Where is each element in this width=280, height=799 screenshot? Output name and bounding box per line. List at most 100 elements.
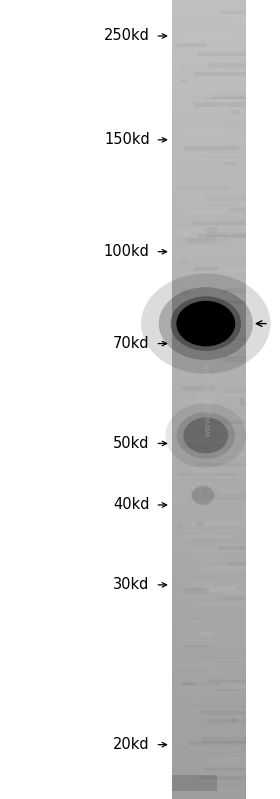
Bar [172, 443, 246, 447]
Bar [172, 224, 246, 228]
Bar [195, 562, 211, 565]
Bar [172, 447, 246, 451]
Bar [190, 521, 246, 525]
Bar [183, 588, 209, 593]
Bar [172, 200, 246, 204]
Bar [172, 32, 246, 36]
Bar [226, 562, 246, 566]
Bar [172, 579, 246, 583]
Bar [172, 451, 246, 455]
Bar [172, 320, 246, 324]
Bar [172, 56, 246, 60]
Bar [192, 467, 246, 471]
Bar [206, 719, 246, 723]
Bar [177, 187, 206, 189]
Bar [172, 280, 246, 284]
Bar [172, 104, 246, 108]
Bar [212, 300, 246, 303]
Bar [196, 715, 199, 718]
Bar [172, 144, 246, 148]
Bar [172, 64, 246, 68]
Bar [172, 68, 246, 72]
Bar [205, 587, 236, 591]
Bar [172, 599, 246, 603]
Bar [219, 420, 246, 423]
Bar [172, 423, 246, 427]
Bar [183, 535, 232, 538]
Bar [192, 471, 215, 475]
Bar [172, 232, 246, 236]
Bar [172, 627, 246, 631]
Bar [172, 172, 246, 176]
Bar [172, 735, 246, 739]
Bar [172, 727, 246, 731]
Bar [174, 765, 190, 767]
Bar [184, 327, 226, 329]
Bar [172, 647, 246, 651]
Bar [206, 221, 211, 228]
Bar [183, 682, 194, 685]
Bar [173, 230, 188, 237]
Bar [231, 575, 243, 580]
Bar [172, 747, 246, 751]
Bar [180, 289, 190, 295]
Bar [172, 196, 246, 200]
Bar [174, 44, 234, 49]
Bar [175, 42, 207, 47]
Bar [222, 597, 246, 600]
Bar [172, 583, 246, 587]
Bar [185, 646, 213, 647]
Bar [206, 350, 246, 354]
Bar [172, 368, 246, 372]
Bar [172, 8, 246, 12]
Bar [172, 699, 246, 703]
Bar [207, 584, 239, 589]
Bar [172, 20, 246, 24]
Bar [209, 679, 246, 683]
Bar [172, 530, 176, 535]
Bar [172, 435, 246, 439]
Bar [186, 300, 213, 305]
Bar [172, 72, 246, 76]
Text: 30kd: 30kd [113, 578, 150, 592]
Bar [186, 284, 231, 289]
Bar [172, 352, 246, 356]
Bar [172, 220, 246, 224]
Bar [175, 566, 195, 571]
Bar [208, 387, 246, 392]
Bar [172, 272, 246, 276]
Bar [172, 396, 246, 400]
Bar [172, 695, 246, 699]
Bar [194, 332, 200, 338]
Bar [187, 233, 196, 236]
Bar [172, 240, 246, 244]
Bar [172, 623, 246, 627]
Bar [181, 386, 215, 391]
Bar [195, 570, 240, 574]
Bar [172, 775, 217, 791]
Bar [227, 563, 246, 568]
Bar [202, 351, 246, 354]
Bar [206, 195, 246, 201]
Bar [206, 185, 229, 189]
Bar [172, 384, 246, 388]
Bar [188, 175, 246, 177]
Bar [172, 491, 246, 495]
Bar [238, 44, 246, 46]
Bar [172, 723, 246, 727]
Bar [204, 768, 246, 770]
Bar [197, 421, 246, 427]
Bar [172, 88, 246, 92]
Bar [210, 757, 239, 763]
Bar [172, 164, 246, 168]
Bar [191, 618, 211, 622]
Bar [213, 156, 236, 159]
Bar [172, 563, 246, 567]
Text: 40kd: 40kd [113, 498, 150, 512]
Bar [200, 269, 246, 272]
Bar [172, 132, 246, 136]
Bar [172, 296, 246, 300]
Bar [206, 590, 246, 594]
Bar [172, 112, 246, 116]
Bar [215, 11, 220, 15]
